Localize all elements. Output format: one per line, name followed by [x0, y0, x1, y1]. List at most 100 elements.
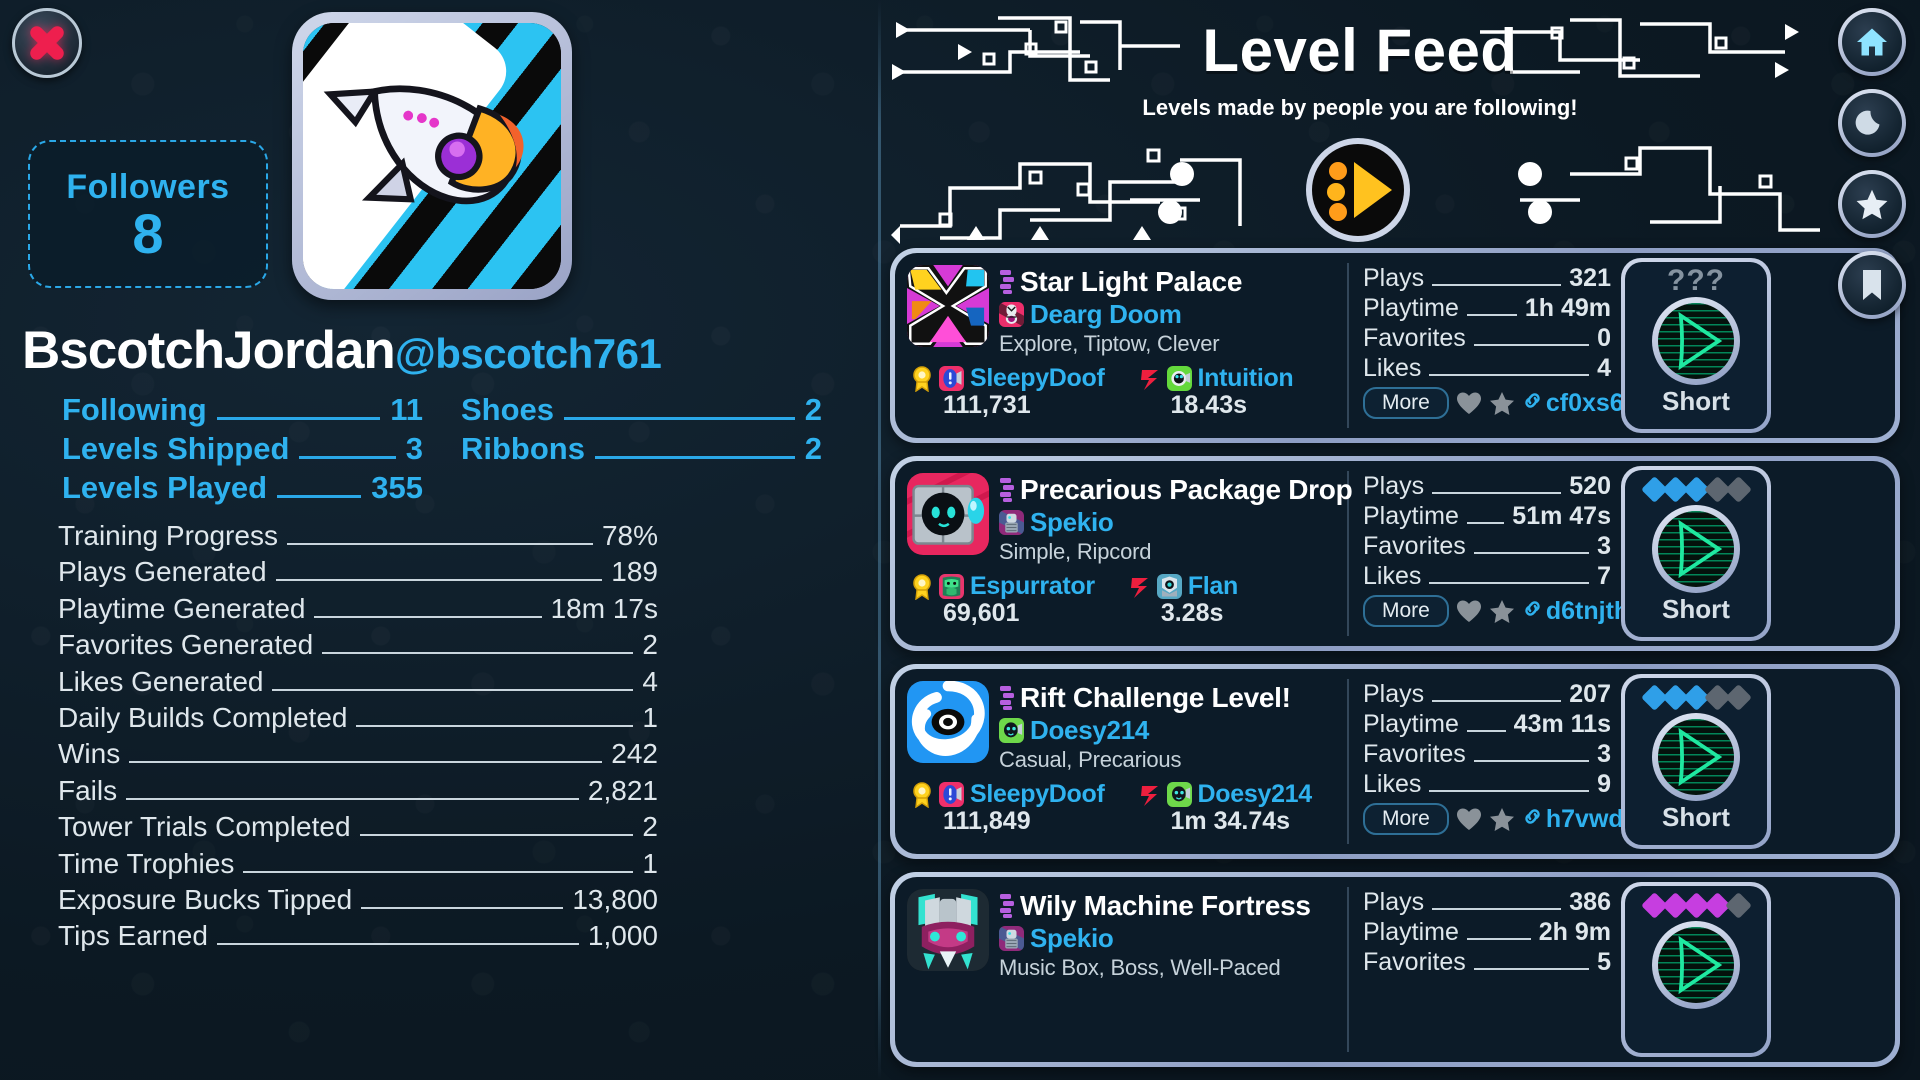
- home-icon: [1842, 12, 1902, 72]
- star-icon[interactable]: [1489, 391, 1515, 416]
- level-code[interactable]: cf0xs6t: [1522, 389, 1632, 418]
- nav-moon-button[interactable]: [1838, 89, 1906, 157]
- nav-home-button[interactable]: [1838, 8, 1906, 76]
- level-card[interactable]: Precarious Package Drop Spekio Simple, R…: [890, 456, 1900, 651]
- level-info: Rift Challenge Level! Doesy214 Casual, P…: [895, 669, 1347, 854]
- high-score-record: SleepyDoof 111,731: [911, 364, 1105, 420]
- speedrun-icon: [1139, 782, 1161, 808]
- heart-icon[interactable]: [1456, 599, 1482, 624]
- top-stat-key: Ribbons: [461, 431, 585, 466]
- more-button[interactable]: More: [1363, 387, 1449, 419]
- stat-value: 2h 9m: [1538, 918, 1611, 946]
- difficulty-meter: [1640, 683, 1752, 711]
- machine-face-thumb[interactable]: [907, 889, 989, 971]
- author-row[interactable]: Spekio: [999, 923, 1337, 954]
- level-stats: Plays 321 Playtime 1h 49m Favorites 0 Li…: [1349, 253, 1632, 438]
- close-button[interactable]: [12, 8, 82, 78]
- stat-value: 4: [642, 665, 658, 697]
- heart-icon[interactable]: [1456, 807, 1482, 832]
- plays-row: Plays 207: [1363, 680, 1611, 709]
- doesy214-avatar: [999, 718, 1024, 743]
- best-time-record: Flan 3.28s: [1129, 572, 1238, 628]
- nav-bookmark-button[interactable]: [1838, 251, 1906, 319]
- robot-head-thumb[interactable]: [907, 473, 989, 555]
- level-tags: Simple, Ripcord: [999, 539, 1152, 564]
- rosette-icon: [911, 781, 933, 808]
- stat-value: 2,821: [587, 774, 658, 806]
- espurrator-avatar: [939, 574, 964, 599]
- followers-box[interactable]: Followers 8: [28, 140, 268, 288]
- stat-key: Exposure Bucks Tipped: [58, 883, 353, 915]
- stat-key: Favorites: [1363, 948, 1466, 976]
- stat-value: 1h 49m: [1524, 294, 1611, 322]
- link-icon: [1522, 389, 1543, 418]
- record-holder-name: SleepyDoof: [970, 780, 1105, 808]
- stat-value: 321: [1569, 264, 1611, 292]
- intuition-avatar: [1166, 366, 1192, 391]
- difficulty-length-panel[interactable]: Short: [1621, 466, 1771, 641]
- record-value: 3.28s: [1160, 599, 1224, 627]
- favorites-row: Favorites 5: [1363, 948, 1611, 977]
- stat-key: Time Trophies: [58, 847, 235, 879]
- difficulty-length-panel[interactable]: [1621, 882, 1771, 1057]
- difficulty-meter: [1640, 475, 1752, 503]
- length-gauge: [1652, 505, 1740, 593]
- playtime-row: Playtime 51m 47s: [1363, 502, 1611, 531]
- difficulty-meter: [1640, 891, 1752, 919]
- stat-value: 3: [1597, 532, 1611, 560]
- starlight-x-thumb[interactable]: [907, 265, 989, 347]
- star-icon[interactable]: [1489, 807, 1515, 832]
- leader-dots: [322, 652, 634, 655]
- level-info: Star Light Palace Dearg Doom Explore, Ti…: [895, 253, 1347, 438]
- leader-dots: [126, 797, 579, 800]
- leader-dots: [1429, 374, 1590, 376]
- stat-key: Tips Earned: [58, 920, 208, 952]
- author-row[interactable]: Dearg Doom: [999, 299, 1337, 330]
- page-title: Level Feed: [1202, 17, 1518, 84]
- avatar[interactable]: [292, 12, 572, 300]
- author-row[interactable]: Spekio: [999, 507, 1337, 538]
- length-label: Short: [1662, 802, 1730, 832]
- leader-dots: [1429, 790, 1590, 792]
- stat-value: 2: [642, 811, 658, 843]
- stat-value: 189: [611, 556, 658, 588]
- level-card[interactable]: Wily Machine Fortress Spekio Music Box, …: [890, 872, 1900, 1067]
- doesy214-avatar: [1166, 782, 1192, 807]
- records-row: Espurrator 69,601 Flan 3.28s: [907, 572, 1337, 628]
- leader-dots: [1429, 582, 1590, 584]
- stat-key: Wins: [58, 738, 121, 770]
- heart-icon[interactable]: [1456, 391, 1482, 416]
- difficulty-length-panel[interactable]: Short: [1621, 674, 1771, 849]
- author-row[interactable]: Doesy214: [999, 715, 1337, 746]
- difficulty-diamond: [1724, 475, 1752, 503]
- user-handle: @bscotch761: [394, 330, 662, 377]
- more-button[interactable]: More: [1363, 595, 1449, 627]
- star-icon[interactable]: [1489, 599, 1515, 624]
- username-row: BscotchJordan @bscotch761: [22, 320, 662, 381]
- leader-dots: [595, 456, 795, 459]
- top-stat-row: Following 11: [62, 392, 423, 428]
- leader-dots: [564, 417, 795, 420]
- record-value: 111,849: [943, 807, 1031, 835]
- dearg-doom-avatar: [999, 302, 1024, 327]
- plays-row: Plays 520: [1363, 472, 1611, 501]
- length-gauge: [1652, 297, 1740, 385]
- nav-star-button[interactable]: [1838, 170, 1906, 238]
- vortex-thumb[interactable]: [907, 681, 989, 763]
- top-stats-grid: Following 11 Shoes 2 Levels Shipped 3 Ribbons 2…: [62, 392, 822, 506]
- level-card[interactable]: Rift Challenge Level! Doesy214 Casual, P…: [890, 664, 1900, 859]
- leader-dots: [1473, 552, 1590, 554]
- stat-key: Playtime: [1363, 502, 1459, 530]
- stat-key: Likes: [1363, 770, 1422, 798]
- card-actions: More d6tnjth: [1363, 595, 1629, 627]
- more-button[interactable]: More: [1363, 803, 1449, 835]
- level-card[interactable]: Star Light Palace Dearg Doom Explore, Ti…: [890, 248, 1900, 443]
- leader-dots: [359, 834, 634, 837]
- difficulty-length-panel[interactable]: ??? Short: [1621, 258, 1771, 433]
- card-divider: [1347, 887, 1349, 1052]
- length-label: Short: [1662, 386, 1730, 416]
- stat-value: 1,000: [587, 920, 658, 952]
- leader-dots: [1466, 314, 1517, 316]
- level-code[interactable]: d6tnjth: [1522, 597, 1629, 626]
